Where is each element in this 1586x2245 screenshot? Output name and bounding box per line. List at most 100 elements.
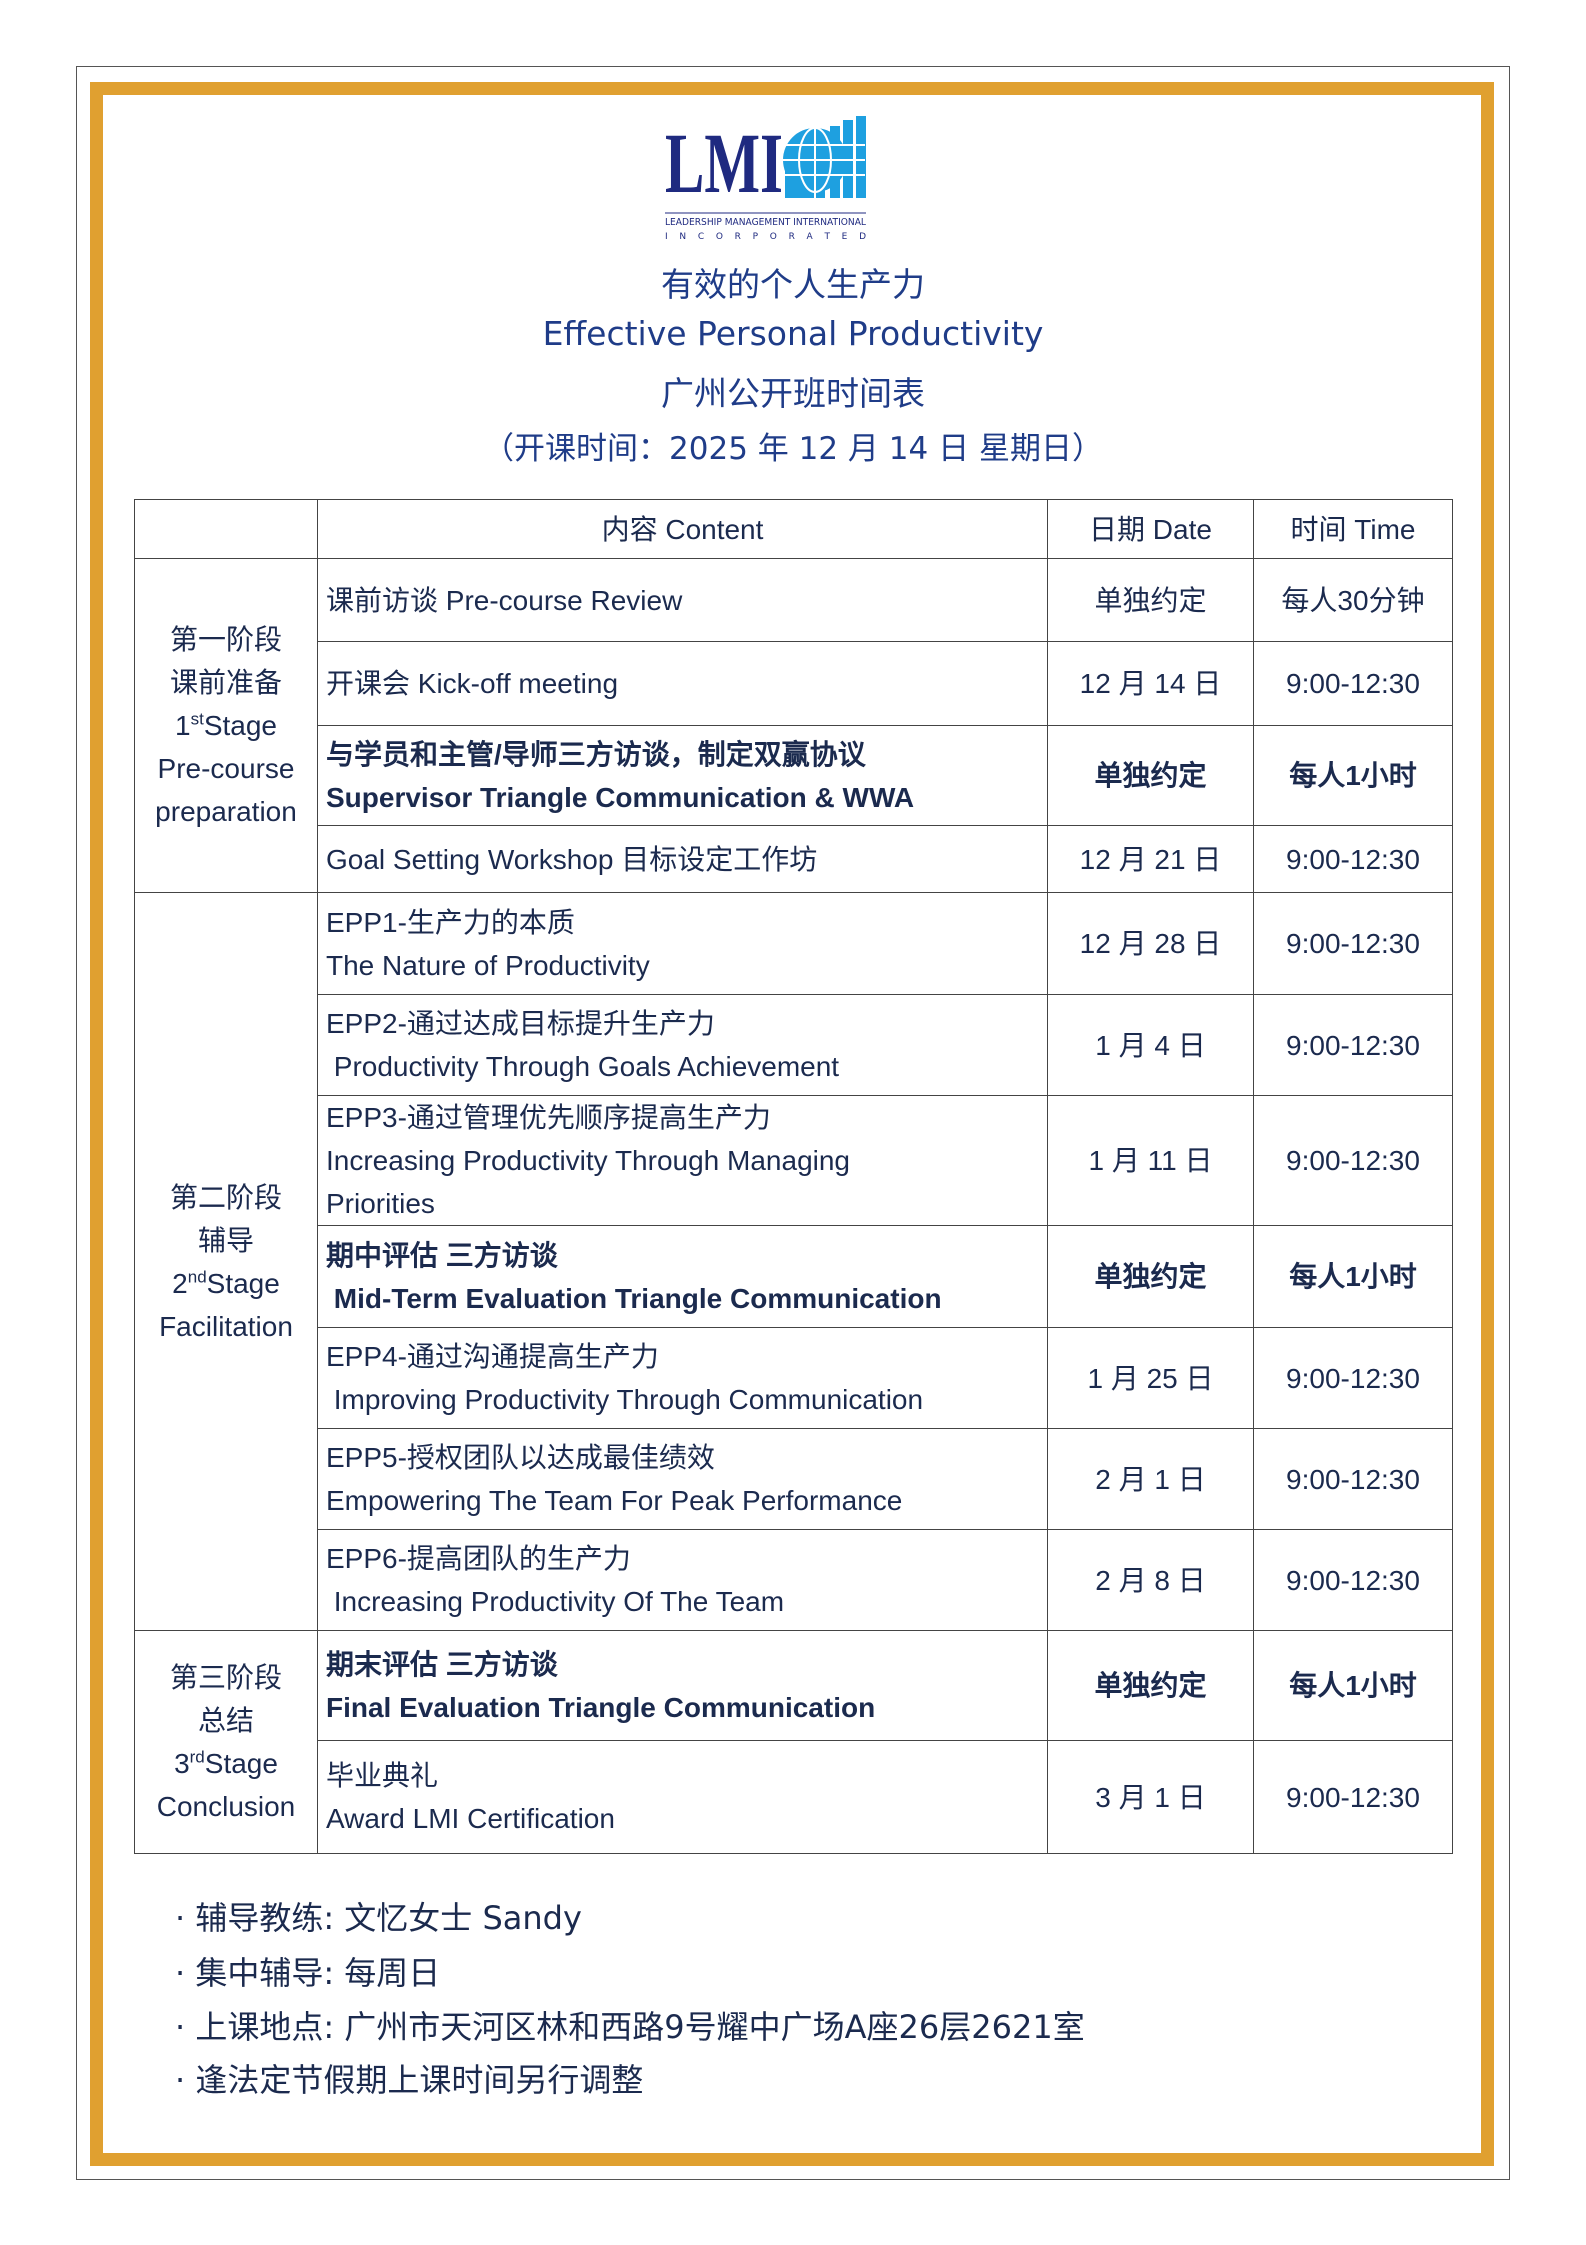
table-row: 与学员和主管/导师三方访谈，制定双赢协议 Supervisor Triangle … bbox=[135, 725, 1453, 826]
content-cell: EPP1-生产力的本质 The Nature of Productivity bbox=[317, 892, 1048, 995]
content-line1: 开课会 Kick-off meeting bbox=[326, 668, 619, 699]
stage-cell: 第二阶段 辅导 2ndStage Facilitation bbox=[134, 892, 318, 1631]
table-row: Goal Setting Workshop 目标设定工作坊 12 月 21 日 9:… bbox=[135, 825, 1453, 893]
stage-cn: 第一阶段 bbox=[169, 624, 282, 655]
content-line2: The Nature of Productivity bbox=[326, 949, 650, 981]
content-line1: EPP2-通过达成目标提升生产力 bbox=[326, 1008, 715, 1039]
table-row: 毕业典礼 Award LMI Certification 3 月 1 日 9:00-1… bbox=[135, 1740, 1453, 1854]
start-date: （开课时间：2025 年 12 月 14 日 星期日） bbox=[483, 431, 1103, 467]
stage-sup: rd bbox=[189, 1747, 205, 1767]
content-line1: 期中评估 三方访谈 bbox=[326, 1239, 558, 1271]
stage-number: 3rdStage bbox=[137, 1742, 315, 1785]
date-cell: 1 月 11 日 bbox=[1047, 1095, 1254, 1226]
content-line2: Supervisor Triangle Communication & WWA bbox=[326, 781, 915, 813]
header-stage bbox=[134, 499, 318, 559]
time-cell: 每人30分钟 bbox=[1253, 558, 1453, 642]
time-cell: 9:00-12:30 bbox=[1253, 892, 1453, 995]
schedule-table: 内容 Content 日期 Date 时间 Time 第一阶段 课前准备 1stSt… bbox=[134, 499, 1453, 1854]
note-item: · 辅导教练: 文忆女士 Sandy bbox=[175, 1899, 582, 1937]
table-row: EPP2-通过达成目标提升生产力 Productivity Through Go… bbox=[135, 994, 1453, 1096]
outer-frame bbox=[76, 66, 1510, 2180]
content-line2: Award LMI Certification bbox=[326, 1803, 615, 1834]
content-line2: Increasing Productivity Of The Team bbox=[326, 1586, 785, 1617]
date-cell: 1 月 4 日 bbox=[1047, 994, 1254, 1096]
date-cell: 单独约定 bbox=[1047, 558, 1254, 642]
stage-cell: 第一阶段 课前准备 1stStage Pre-course preparation bbox=[134, 558, 318, 893]
table-row: 期中评估 三方访谈 Mid-Term Evaluation Triangle C… bbox=[135, 1225, 1453, 1328]
table-row: EPP6-提高团队的生产力 Increasing Productivity Of… bbox=[135, 1529, 1453, 1631]
content-line1: 与学员和主管/导师三方访谈，制定双赢协议 bbox=[326, 738, 866, 770]
content-cell: Goal Setting Workshop 目标设定工作坊 bbox=[317, 825, 1048, 893]
stage-cn: 第三阶段 bbox=[169, 1662, 282, 1693]
content-line1: EPP4-通过沟通提高生产力 bbox=[326, 1341, 659, 1372]
stage-sup: st bbox=[190, 709, 204, 729]
content-cell: EPP3-通过管理优先顺序提高生产力 Increasing Productivit… bbox=[317, 1095, 1048, 1226]
header-content: 内容 Content bbox=[317, 499, 1048, 559]
table-row: 开课会 Kick-off meeting 12 月 14 日 9:00-12:30 bbox=[135, 641, 1453, 726]
title-cn: 有效的个人生产力 bbox=[661, 265, 925, 304]
header-date: 日期 Date bbox=[1047, 499, 1254, 559]
table-row: 第二阶段 辅导 2ndStage Facilitation EPP1-生产力的本质 The… bbox=[134, 892, 1453, 1631]
note-item: · 集中辅导: 每周日 bbox=[175, 1954, 441, 1992]
stage-en: Stage bbox=[204, 1748, 278, 1779]
time-cell: 9:00-12:30 bbox=[1253, 994, 1453, 1096]
stage-en2: Conclusion bbox=[156, 1791, 296, 1822]
subtitle: 广州公开班时间表 bbox=[661, 374, 925, 413]
content-line2: Empowering The Team For Peak Performance bbox=[326, 1485, 903, 1516]
content-line1: EPP1-生产力的本质 bbox=[326, 906, 575, 938]
svg-text:I N C O R P O R A T E D: I N C O R P O R A T E D bbox=[665, 232, 866, 242]
content-line1: 毕业典礼 bbox=[326, 1760, 439, 1791]
stage-num: 1 bbox=[175, 710, 191, 741]
content-line2: Final Evaluation Triangle Communication bbox=[326, 1691, 876, 1723]
content-line1: 期末评估 三方访谈 bbox=[326, 1648, 558, 1680]
stage-en3: preparation bbox=[155, 796, 297, 827]
content-cell: 与学员和主管/导师三方访谈，制定双赢协议 Supervisor Triangle … bbox=[317, 725, 1048, 826]
stage-num: 3 bbox=[174, 1748, 190, 1779]
date-cell: 12 月 21 日 bbox=[1047, 825, 1254, 893]
table-row: 第三阶段 总结 3rdStage Conclusion 期末评估 三方访谈 Final E… bbox=[134, 1630, 1453, 1854]
stage-en2: Facilitation bbox=[159, 1310, 293, 1342]
stage-number: 1stStage bbox=[137, 704, 315, 747]
date-cell: 1 月 25 日 bbox=[1047, 1327, 1254, 1429]
stage-num: 2 bbox=[172, 1267, 188, 1299]
note-item: · 逢法定节假期上课时间另行调整 bbox=[175, 2061, 644, 2099]
date-cell: 2 月 8 日 bbox=[1047, 1529, 1254, 1631]
content-cell: EPP5-授权团队以达成最佳绩效 Empowering The Team For … bbox=[317, 1428, 1048, 1530]
content-line1: 课前访谈 Pre-course Review bbox=[326, 584, 683, 616]
time-cell: 每人1小时 bbox=[1253, 1630, 1453, 1741]
stage-cell: 第三阶段 总结 3rdStage Conclusion bbox=[134, 1630, 318, 1854]
date-cell: 3 月 1 日 bbox=[1047, 1740, 1254, 1854]
svg-text:LMI: LMI bbox=[665, 115, 783, 211]
date-cell: 单独约定 bbox=[1047, 725, 1254, 826]
time-cell: 每人1小时 bbox=[1253, 725, 1453, 826]
stage-en: Stage bbox=[203, 710, 277, 741]
table-row: 第一阶段 课前准备 1stStage Pre-course preparation 课前访… bbox=[134, 558, 1453, 893]
content-line1: Goal Setting Workshop 目标设定工作坊 bbox=[326, 843, 818, 875]
title-en: Effective Personal Productivity bbox=[542, 314, 1044, 353]
stage-sup: nd bbox=[187, 1267, 207, 1287]
header-time: 时间 Time bbox=[1253, 499, 1453, 559]
date-cell: 2 月 1 日 bbox=[1047, 1428, 1254, 1530]
content-cell: 期末评估 三方访谈 Final Evaluation Triangle Commu… bbox=[317, 1630, 1048, 1741]
content-line2: Productivity Through Goals Achievement bbox=[326, 1051, 840, 1082]
time-cell: 9:00-12:30 bbox=[1253, 641, 1453, 726]
header-row: 内容 Content 日期 Date 时间 Time bbox=[134, 499, 1453, 559]
lmi-logo: LMI LEADERSHIP MANAGEMENT INTERNATIONAL … bbox=[665, 115, 866, 242]
content-line2: Improving Productivity Through Communica… bbox=[326, 1384, 924, 1415]
content-line2: Increasing Productivity Through Managing bbox=[326, 1145, 851, 1176]
time-cell: 9:00-12:30 bbox=[1253, 825, 1453, 893]
date-cell: 12 月 28 日 bbox=[1047, 892, 1254, 995]
content-cell: 课前访谈 Pre-course Review bbox=[317, 558, 1048, 642]
date-cell: 单独约定 bbox=[1047, 1630, 1254, 1741]
table-row: EPP4-通过沟通提高生产力 Improving Productivity Th… bbox=[135, 1327, 1453, 1429]
table-row: EPP5-授权团队以达成最佳绩效 Empowering The Team For … bbox=[135, 1428, 1453, 1530]
content-cell: 期中评估 三方访谈 Mid-Term Evaluation Triangle C… bbox=[317, 1225, 1048, 1328]
stage-en2: Pre-course bbox=[157, 753, 295, 784]
stage-en: Stage bbox=[206, 1267, 280, 1299]
content-cell: 开课会 Kick-off meeting bbox=[317, 641, 1048, 726]
stage-cn2: 总结 bbox=[197, 1705, 254, 1736]
content-cell: EPP4-通过沟通提高生产力 Improving Productivity Th… bbox=[317, 1327, 1048, 1429]
table-row: EPP3-通过管理优先顺序提高生产力 Increasing Productivit… bbox=[135, 1095, 1453, 1226]
content-line1: EPP5-授权团队以达成最佳绩效 bbox=[326, 1442, 715, 1473]
content-cell: EPP2-通过达成目标提升生产力 Productivity Through Go… bbox=[317, 994, 1048, 1096]
